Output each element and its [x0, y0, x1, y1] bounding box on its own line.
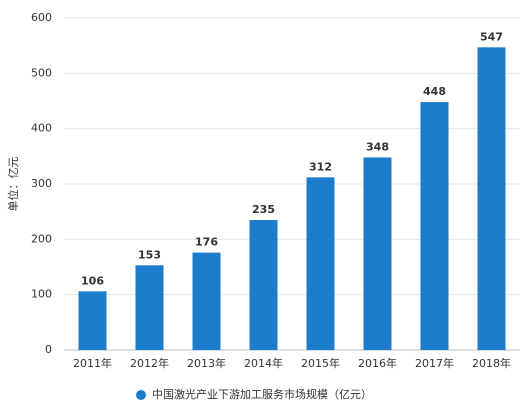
bar: [477, 47, 506, 351]
bar: [78, 291, 107, 350]
x-tick-label: 2016年: [358, 356, 397, 370]
y-tick-label: 200: [31, 232, 52, 245]
data-label: 348: [366, 140, 389, 153]
x-tick-label: 2017年: [415, 356, 454, 370]
data-label: 153: [138, 248, 161, 261]
data-label: 106: [81, 274, 104, 287]
y-tick-label: 0: [45, 343, 52, 356]
y-tick-label: 100: [31, 288, 52, 301]
bar: [420, 102, 449, 351]
y-tick-label: 500: [31, 66, 52, 79]
legend-label: 中国激光产业下游加工服务市场规模（亿元）: [152, 387, 372, 401]
y-tick-label: 600: [31, 11, 52, 24]
x-tick-label: 2012年: [130, 356, 169, 370]
x-tick-label: 2015年: [301, 356, 340, 370]
y-tick-label: 300: [31, 177, 52, 190]
legend-marker: [136, 390, 146, 400]
data-label: 448: [423, 85, 446, 98]
bar: [135, 265, 164, 350]
bar: [363, 157, 392, 350]
data-label: 547: [480, 30, 503, 43]
x-tick-label: 2018年: [472, 356, 511, 370]
data-label: 235: [252, 203, 275, 216]
x-tick-label: 2013年: [187, 356, 226, 370]
data-label: 176: [195, 236, 218, 249]
data-label: 312: [309, 160, 332, 173]
y-axis-label: 单位：亿元: [6, 157, 20, 212]
bar: [306, 177, 335, 350]
y-tick-label: 400: [31, 122, 52, 135]
bar: [192, 252, 221, 350]
x-tick-label: 2011年: [73, 356, 112, 370]
bar: [249, 219, 278, 350]
x-tick-label: 2014年: [244, 356, 283, 370]
